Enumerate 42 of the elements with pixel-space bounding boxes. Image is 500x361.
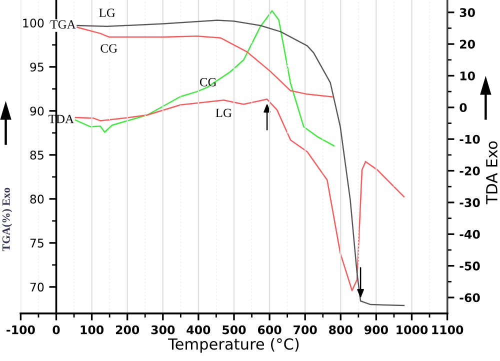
x-tick-label: 200 [116,325,140,334]
y-tick-label: 85 [30,150,44,160]
y2-tick-label: -50 [460,262,480,270]
y-tick-label: 95 [30,62,44,72]
y2-tick-label: 20 [460,40,475,49]
y2-tick-label: -10 [460,134,480,144]
y-tick-label: 100 [23,18,44,28]
y-tick-label: 75 [30,238,44,248]
y2-tick-label: 10 [460,71,475,80]
x-tick-label: 100 [80,325,104,334]
x-tick-label: -100 [6,325,35,334]
annotation: TGA [50,20,76,29]
x-tick-label: 700 [294,325,317,334]
series-label: CG [100,44,118,53]
y2-tick-label: -30 [460,198,480,208]
y2-axis-title: TDA Exo [486,141,498,204]
y2-tick-label: 30 [460,8,475,18]
y-tick-label: 90 [30,106,44,116]
series-label: LG [99,8,116,18]
x-tick-label: 600 [258,325,282,334]
series-label: CG [200,78,216,86]
line-series [76,20,405,306]
x-tick-label: 1100 [432,325,464,334]
y2-tick-label: 0 [460,103,467,112]
x-tick-label: 500 [222,325,246,334]
y2-tick-label: -60 [460,293,480,302]
x-tick-label: 1000 [396,325,428,334]
y2-tick-label: -40 [460,230,480,239]
line-series [76,26,333,98]
line-series [74,10,335,146]
series-label: LG [216,108,232,118]
x-tick-label: 900 [364,325,388,334]
line-series [74,98,405,292]
y-axis-title: TGA(%) Exo [2,188,12,252]
y-tick-label: 80 [30,194,44,204]
x-tick-label: 0 [52,325,60,334]
x-tick-label: 800 [329,325,352,334]
x-axis-title: Temperature (°C) [168,338,299,353]
y-tick-label: 70 [30,282,44,292]
y2-tick-label: -20 [460,166,480,176]
x-tick-label: 400 [186,325,210,334]
x-tick-label: 300 [151,325,175,334]
